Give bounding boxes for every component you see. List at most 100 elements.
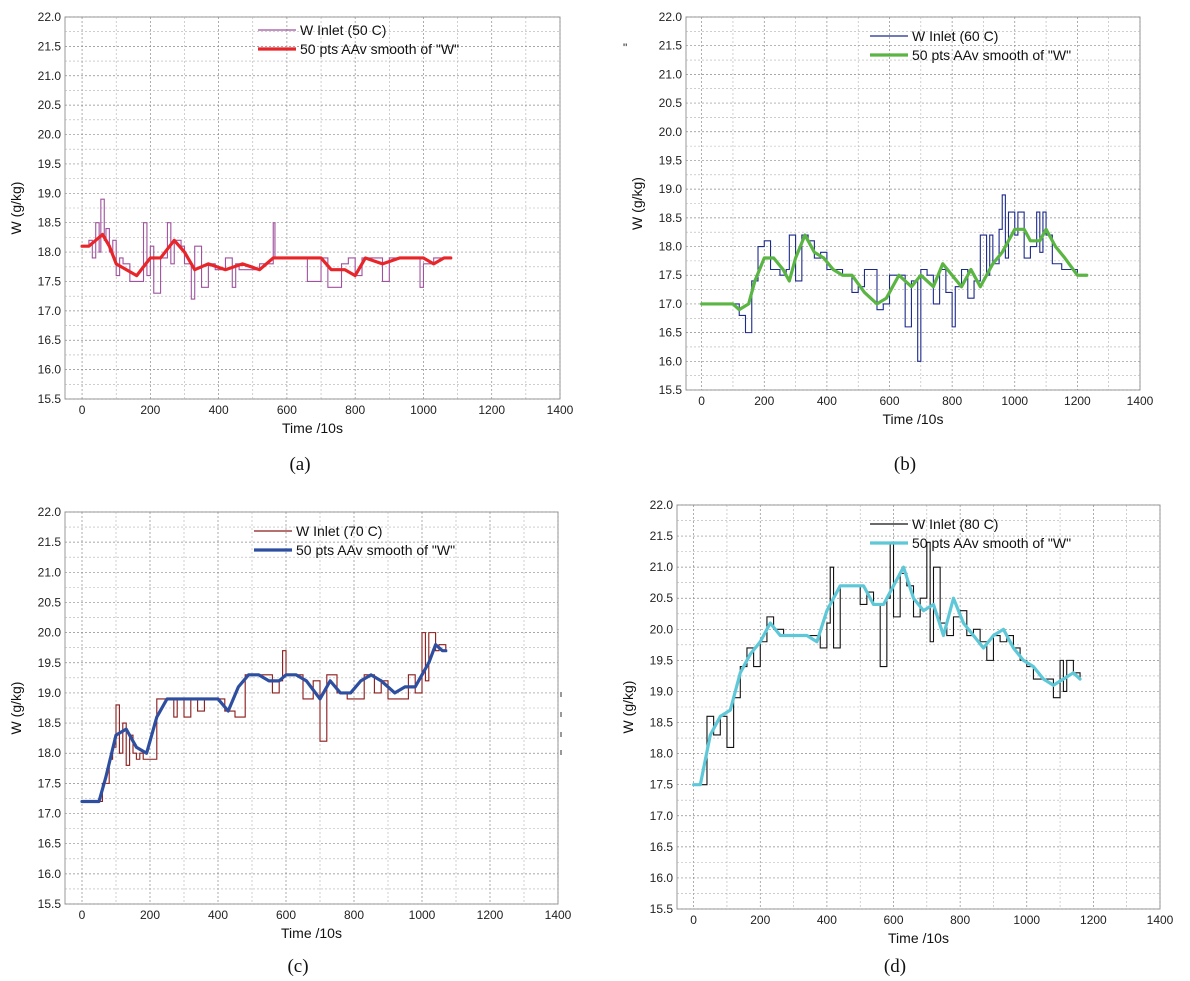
y-tick-label: 21.0 (659, 67, 683, 81)
panel-label: (a) (289, 454, 310, 475)
chart-panel-4: 0 200 400 600 800 1000 1200 1400 15.5 16.0 16.5 17.… (620, 498, 1174, 977)
x-tick-label: 1400 (1147, 913, 1174, 927)
y-tick-label: 18.0 (650, 747, 674, 761)
x-tick-label: 800 (345, 403, 365, 417)
y-tick-label: 20.0 (38, 128, 62, 142)
y-tick-label: 19.5 (38, 157, 62, 171)
y-axis-title: W (g/kg) (8, 182, 24, 235)
x-tick-label: 0 (79, 908, 86, 922)
y-tick-label: 19.0 (38, 186, 62, 200)
series-line-raw (693, 541, 1081, 786)
x-tick-label: 1200 (1080, 913, 1107, 927)
grid-lines (677, 504, 1161, 910)
y-tick-label: 16.5 (650, 840, 674, 854)
y-tick-label: 19.5 (650, 653, 674, 667)
legend-label: 50 pts AAv smooth of "W" (300, 41, 459, 57)
y-tick-label: 21.5 (38, 39, 62, 53)
x-tick-label: 1200 (478, 403, 505, 417)
chart-legend: W Inlet (80 C) 50 pts AAv smooth of "W" (870, 516, 1071, 551)
x-tick-label: 400 (817, 913, 837, 927)
y-tick-label: 22.0 (659, 10, 683, 24)
y-tick-label: 18.0 (38, 746, 62, 760)
series-line-raw (701, 194, 1087, 362)
y-axis-title: W (g/kg) (629, 177, 645, 230)
series-line-smooth (700, 227, 1089, 312)
panel-label: (d) (884, 956, 906, 977)
x-tick-label: 1000 (409, 908, 436, 922)
y-tick-label: 18.5 (38, 216, 62, 230)
y-tick-label: 15.5 (659, 383, 683, 397)
y-tick-label: 20.5 (38, 595, 62, 609)
x-tick-label: 800 (942, 394, 962, 408)
x-axis-title: Time /10s (281, 925, 342, 941)
y-tick-label: 17.5 (650, 778, 674, 792)
series-line-raw (82, 632, 447, 803)
x-tick-label: 600 (276, 908, 296, 922)
x-tick-label: 800 (344, 908, 364, 922)
y-tick-label: 21.5 (38, 535, 62, 549)
y-tick-label: 19.5 (659, 153, 683, 167)
x-tick-label: 200 (750, 913, 770, 927)
y-tick-label: 20.0 (659, 125, 683, 139)
x-tick-label: 0 (698, 394, 705, 408)
y-tick-label: 19.0 (650, 684, 674, 698)
series-line-smooth (692, 565, 1082, 787)
y-axis-title: W (g/kg) (620, 681, 636, 734)
y-tick-label: 17.5 (659, 268, 683, 282)
legend-label: 50 pts AAv smooth of "W" (912, 535, 1071, 551)
y-tick-label: 17.0 (38, 807, 62, 821)
y-tick-label: 16.0 (38, 867, 62, 881)
y-tick-label: 20.0 (38, 626, 62, 640)
y-tick-label: 15.5 (650, 902, 674, 916)
panel-label: (c) (287, 956, 308, 977)
chart-legend: W Inlet (70 C) 50 pts AAv smooth of "W" (254, 523, 455, 558)
series-line-smooth (80, 643, 448, 804)
y-tick-label: 16.0 (659, 354, 683, 368)
y-tick-label: 17.0 (38, 304, 62, 318)
y-tick-label: 16.5 (659, 326, 683, 340)
y-tick-label: 20.5 (650, 591, 674, 605)
x-tick-label: 600 (277, 403, 297, 417)
x-tick-label: 200 (140, 403, 160, 417)
legend-label: W Inlet (70 C) (296, 523, 382, 539)
y-tick-label: 20.5 (38, 98, 62, 112)
grid-lines (65, 511, 559, 905)
x-tick-label: 1000 (1001, 394, 1028, 408)
y-tick-label: 21.0 (650, 560, 674, 574)
x-axis-title: Time /10s (282, 420, 343, 436)
x-tick-label: 400 (817, 394, 837, 408)
y-tick-label: 16.5 (38, 333, 62, 347)
y-tick-label: 16.5 (38, 837, 62, 851)
y-tick-label: 18.0 (38, 245, 62, 259)
grid-lines (686, 16, 1141, 391)
panel-label: (b) (894, 454, 916, 475)
series-line-smooth (80, 232, 453, 278)
x-tick-label: 1200 (1064, 394, 1091, 408)
y-tick-label: 15.5 (38, 392, 62, 406)
y-tick-label: 17.5 (38, 274, 62, 288)
y-tick-label: 18.5 (650, 716, 674, 730)
y-tick-label: 21.5 (659, 39, 683, 53)
chart-panel-3: 0 200 400 600 800 1000 1200 1400 15.5 16.0 16.5 17.… (8, 505, 572, 977)
y-tick-label: 21.0 (38, 69, 62, 83)
y-tick-label: 20.0 (650, 622, 674, 636)
x-tick-label: 1400 (545, 908, 572, 922)
y-tick-label: 21.0 (38, 565, 62, 579)
y-tick-label: 17.5 (38, 776, 62, 790)
legend-label: W Inlet (60 C) (912, 28, 998, 44)
y-tick-label: 22.0 (38, 10, 62, 24)
x-tick-label: 1400 (547, 403, 574, 417)
y-tick-label: 15.5 (38, 897, 62, 911)
y-tick-label: 18.0 (659, 240, 683, 254)
legend-label: W Inlet (80 C) (912, 516, 998, 532)
y-tick-label: 18.5 (659, 211, 683, 225)
y-tick-label: 17.0 (659, 297, 683, 311)
series-line-raw (82, 198, 451, 300)
grid-lines (65, 16, 561, 400)
chart-legend: W Inlet (60 C) 50 pts AAv smooth of "W" (870, 28, 1071, 63)
y-tick-label: 22.0 (38, 505, 62, 519)
y-axis-title: W (g/kg) (8, 682, 24, 735)
legend-label: 50 pts AAv smooth of "W" (912, 47, 1071, 63)
x-tick-label: 800 (950, 913, 970, 927)
